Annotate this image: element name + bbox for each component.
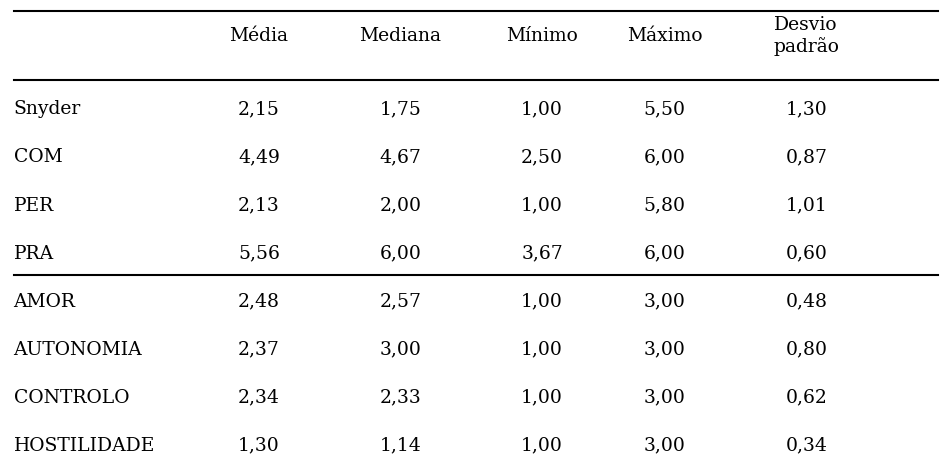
Text: PRA: PRA xyxy=(13,245,53,263)
Text: 3,00: 3,00 xyxy=(380,341,422,359)
Text: 1,00: 1,00 xyxy=(521,341,563,359)
Text: Mínimo: Mínimo xyxy=(506,27,578,45)
Text: COM: COM xyxy=(13,149,62,166)
Text: 2,15: 2,15 xyxy=(238,101,280,118)
Text: HOSTILIDADE: HOSTILIDADE xyxy=(13,437,155,455)
Text: CONTROLO: CONTROLO xyxy=(13,389,129,407)
Text: Mediana: Mediana xyxy=(360,27,442,45)
Text: 3,00: 3,00 xyxy=(644,341,685,359)
Text: 2,34: 2,34 xyxy=(238,389,280,407)
Text: AMOR: AMOR xyxy=(13,293,75,311)
Text: 5,56: 5,56 xyxy=(238,245,280,263)
Text: 1,00: 1,00 xyxy=(521,101,563,118)
Text: 2,57: 2,57 xyxy=(380,293,422,311)
Text: 2,00: 2,00 xyxy=(380,197,422,214)
Text: 3,00: 3,00 xyxy=(644,293,685,311)
Text: 0,80: 0,80 xyxy=(785,341,827,359)
Text: 2,33: 2,33 xyxy=(380,389,422,407)
Text: 5,80: 5,80 xyxy=(644,197,685,214)
Text: 4,67: 4,67 xyxy=(380,149,422,166)
Text: 1,00: 1,00 xyxy=(521,293,563,311)
Text: AUTONOMIA: AUTONOMIA xyxy=(13,341,142,359)
Text: 0,62: 0,62 xyxy=(785,389,827,407)
Text: 0,34: 0,34 xyxy=(785,437,827,455)
Text: 1,75: 1,75 xyxy=(380,101,422,118)
Text: 6,00: 6,00 xyxy=(380,245,422,263)
Text: Desvio
padrão: Desvio padrão xyxy=(773,16,840,56)
Text: 1,00: 1,00 xyxy=(521,437,563,455)
Text: 1,30: 1,30 xyxy=(785,101,827,118)
Text: Média: Média xyxy=(229,27,288,45)
Text: 3,00: 3,00 xyxy=(644,437,685,455)
Text: 0,87: 0,87 xyxy=(785,149,827,166)
Text: Máximo: Máximo xyxy=(627,27,703,45)
Text: 5,50: 5,50 xyxy=(644,101,685,118)
Text: 2,37: 2,37 xyxy=(238,341,280,359)
Text: 4,49: 4,49 xyxy=(238,149,280,166)
Text: 3,00: 3,00 xyxy=(644,389,685,407)
Text: 6,00: 6,00 xyxy=(644,149,685,166)
Text: 3,67: 3,67 xyxy=(521,245,563,263)
Text: 1,00: 1,00 xyxy=(521,197,563,214)
Text: 1,14: 1,14 xyxy=(380,437,422,455)
Text: 0,48: 0,48 xyxy=(785,293,827,311)
Text: 2,50: 2,50 xyxy=(521,149,563,166)
Text: PER: PER xyxy=(13,197,54,214)
Text: 2,13: 2,13 xyxy=(238,197,280,214)
Text: 1,01: 1,01 xyxy=(785,197,827,214)
Text: 2,48: 2,48 xyxy=(238,293,280,311)
Text: 1,00: 1,00 xyxy=(521,389,563,407)
Text: 0,60: 0,60 xyxy=(785,245,827,263)
Text: 1,30: 1,30 xyxy=(238,437,280,455)
Text: Snyder: Snyder xyxy=(13,101,81,118)
Text: 6,00: 6,00 xyxy=(644,245,685,263)
